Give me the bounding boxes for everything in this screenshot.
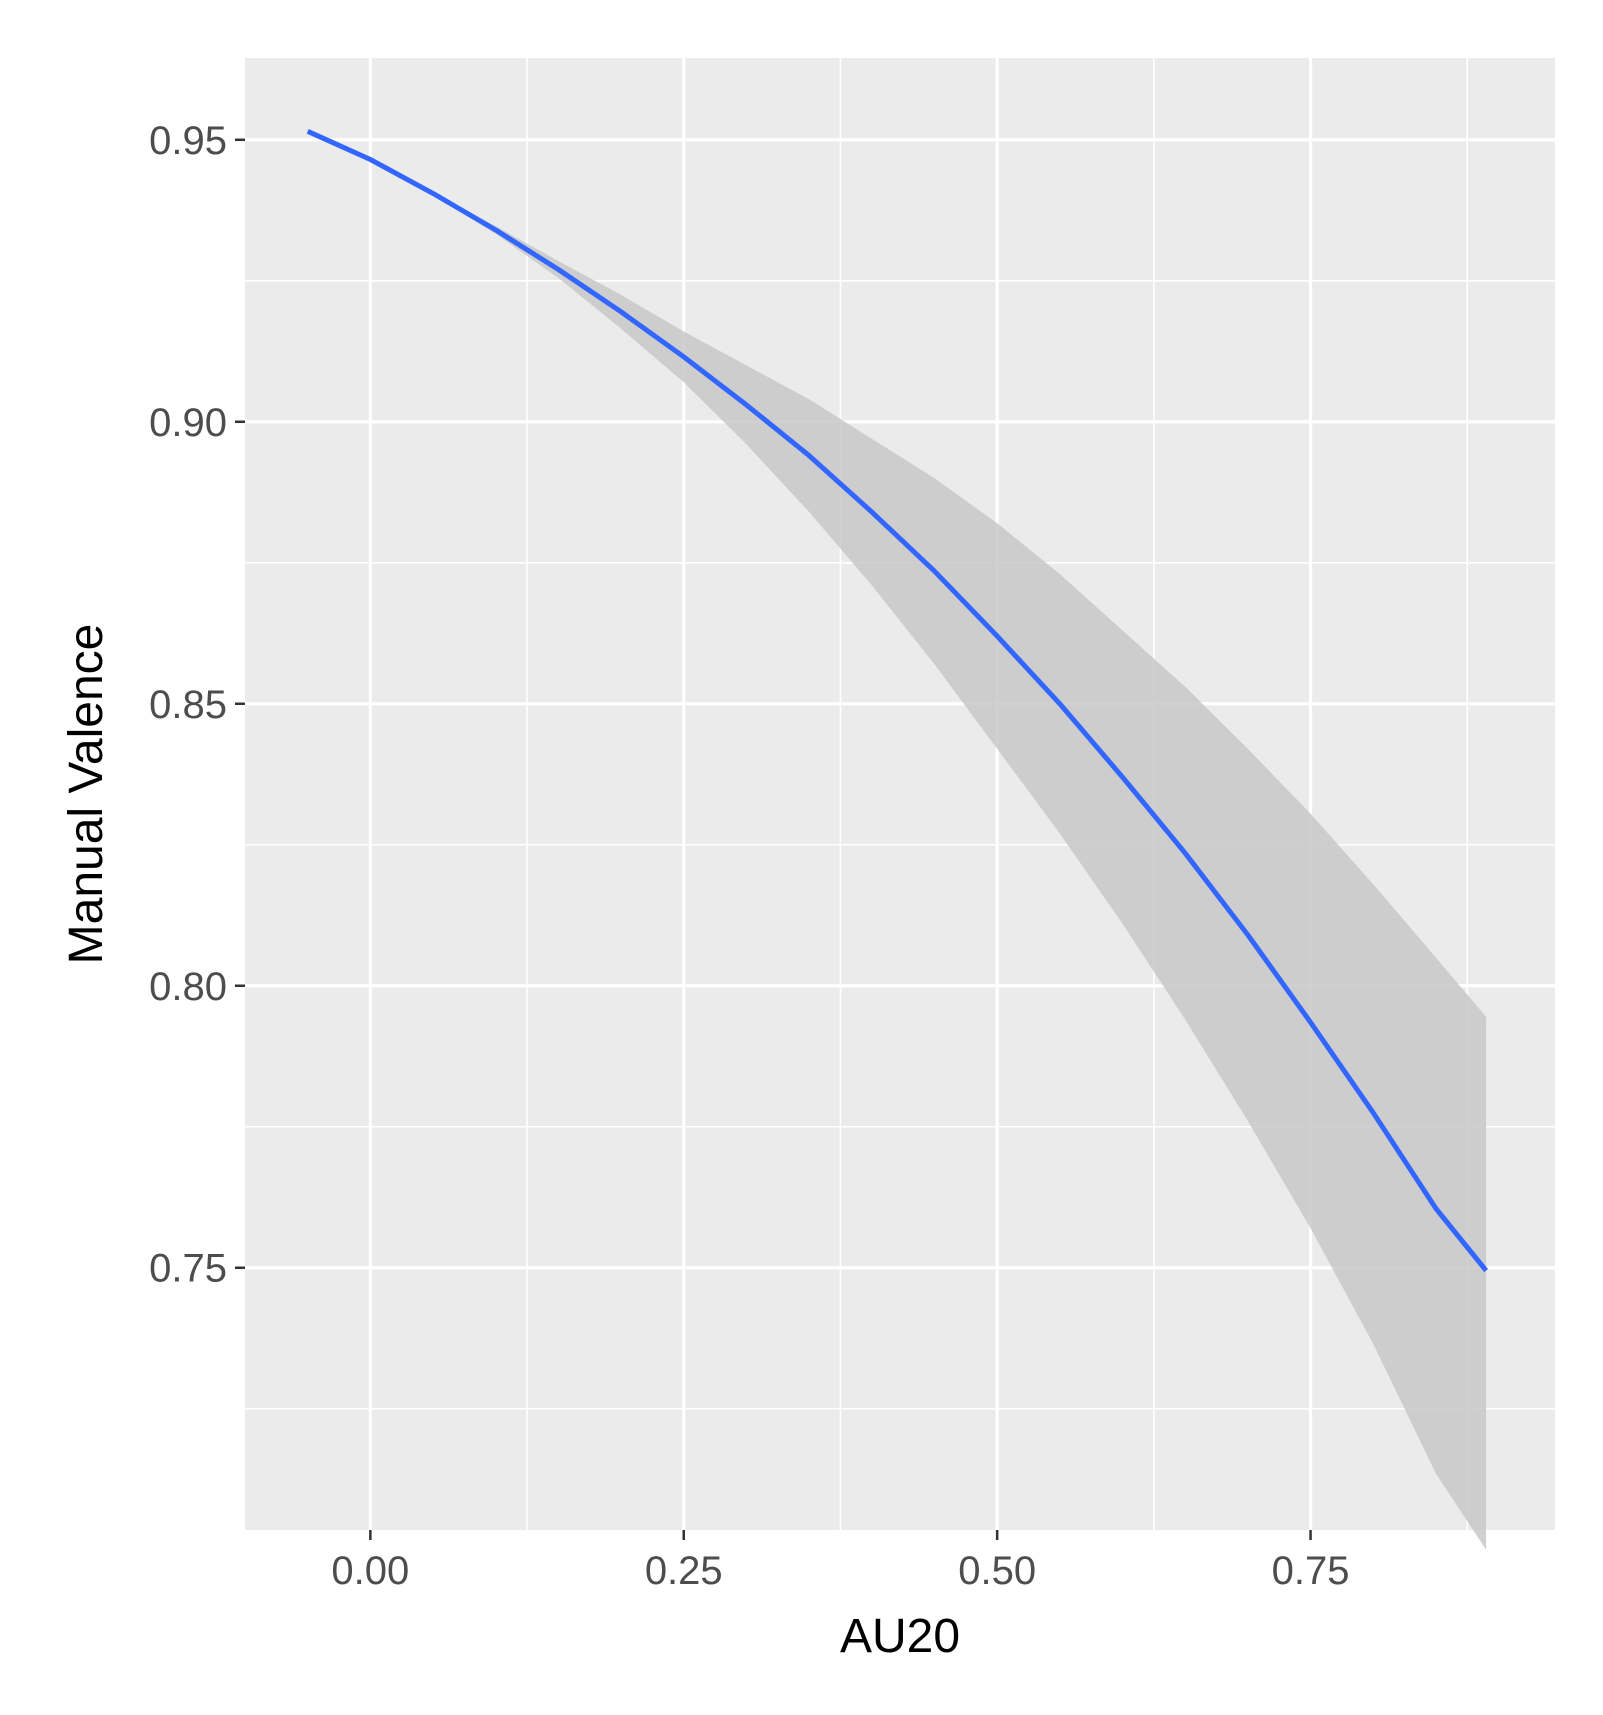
x-axis-title: AU20: [840, 1610, 960, 1663]
y-tick-label: 0.85: [149, 683, 227, 727]
x-tick-label: 0.75: [1272, 1549, 1350, 1593]
x-tick-label: 0.50: [958, 1549, 1036, 1593]
y-axis-title: Manual Valence: [60, 624, 113, 965]
y-tick-label: 0.95: [149, 119, 227, 163]
fitted-line: [306, 129, 1489, 1273]
y-tick-label: 0.90: [149, 401, 227, 445]
x-axis-ticks: 0.00 0.25 0.50 0.75: [331, 1530, 1349, 1593]
x-tick-label: 0.25: [645, 1549, 723, 1593]
y-axis-ticks: 0.75 0.80 0.85 0.90 0.95: [149, 119, 245, 1291]
x-tick-label: 0.00: [331, 1549, 409, 1593]
y-tick-label: 0.75: [149, 1247, 227, 1291]
confidence-ribbon: [307, 131, 1487, 1550]
y-tick-label: 0.80: [149, 965, 227, 1009]
major-gridlines: [245, 58, 1555, 1530]
plot-panel: [245, 58, 1555, 1530]
